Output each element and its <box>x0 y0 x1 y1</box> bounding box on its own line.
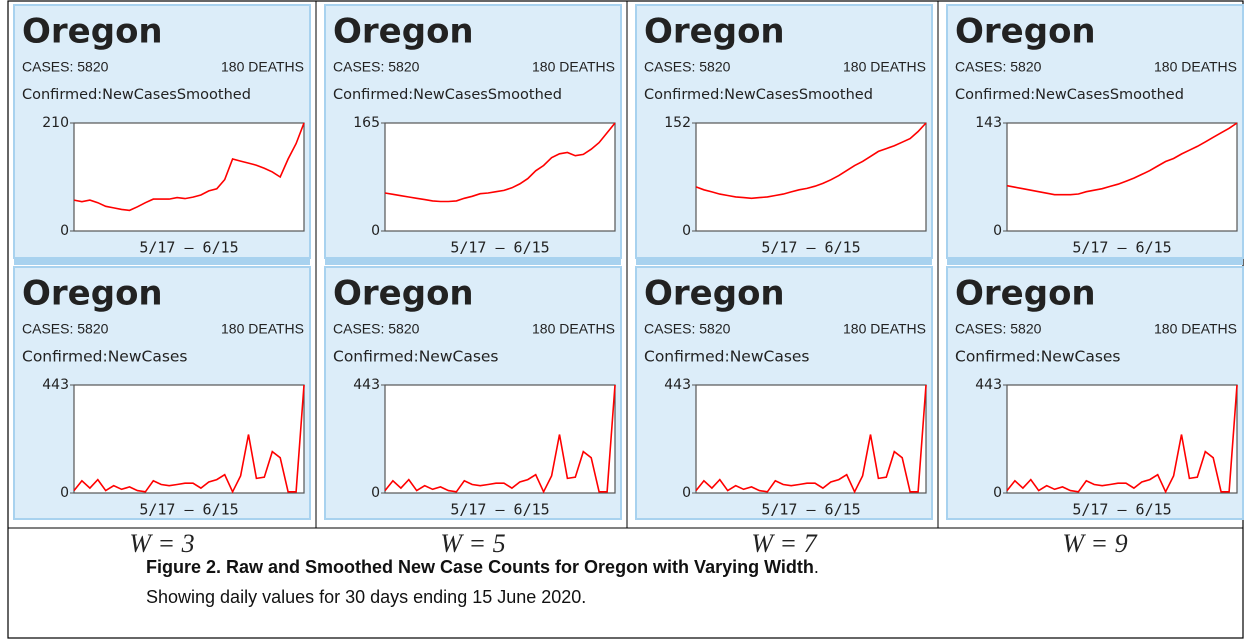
x-axis-label: 5/17 – 6/15 <box>139 239 238 257</box>
cases: CASES: 5820 <box>22 321 109 337</box>
cases: CASES: 5820 <box>644 59 731 75</box>
series-line <box>73 384 305 494</box>
metric: Confirmed:NewCasesSmoothed <box>644 87 873 103</box>
plot-frame <box>695 384 927 494</box>
plot-frame <box>1006 384 1238 494</box>
plot-frame <box>73 122 305 232</box>
deaths: 180 DEATHS <box>221 59 304 75</box>
y-tick-label: 210 <box>42 115 69 131</box>
y-tick-label: 0 <box>60 485 69 501</box>
panel-separator <box>14 258 310 265</box>
deaths: 180 DEATHS <box>843 321 926 337</box>
cases: CASES: 5820 <box>333 59 420 75</box>
panel-title: Oregon <box>22 274 163 314</box>
y-tick-label: 443 <box>975 377 1002 393</box>
plot-frame <box>1006 122 1238 232</box>
caption-text: . Showing daily values for 30 days endin… <box>146 557 819 607</box>
series-line <box>695 122 927 200</box>
x-axis-label: 5/17 – 6/15 <box>761 501 860 519</box>
plot-frame <box>384 122 616 232</box>
panel-label: W = 5 <box>440 529 505 558</box>
panel-title: Oregon <box>955 274 1096 314</box>
panel-separator <box>325 258 621 265</box>
panel-label: W = 3 <box>129 529 194 558</box>
metric: Confirmed:NewCases <box>644 348 810 366</box>
deaths: 180 DEATHS <box>532 59 615 75</box>
series-line <box>384 122 616 203</box>
cases: CASES: 5820 <box>644 321 731 337</box>
y-tick-label: 443 <box>353 377 380 393</box>
series-line <box>1006 122 1238 196</box>
series-line <box>1006 384 1238 494</box>
metric: Confirmed:NewCases <box>955 348 1121 366</box>
cases: CASES: 5820 <box>955 59 1042 75</box>
x-axis-label: 5/17 – 6/15 <box>450 501 549 519</box>
cases: CASES: 5820 <box>333 321 420 337</box>
x-axis-label: 5/17 – 6/15 <box>139 501 238 519</box>
y-tick-label: 0 <box>60 223 69 239</box>
y-tick-label: 0 <box>371 485 380 501</box>
x-axis-label: 5/17 – 6/15 <box>761 239 860 257</box>
x-axis-label: 5/17 – 6/15 <box>1072 239 1171 257</box>
metric: Confirmed:NewCases <box>333 348 499 366</box>
metric: Confirmed:NewCasesSmoothed <box>955 87 1184 103</box>
series-line <box>73 122 305 212</box>
cases: CASES: 5820 <box>22 59 109 75</box>
panel-title: Oregon <box>644 274 785 314</box>
panel-separator <box>947 258 1243 265</box>
x-axis-label: 5/17 – 6/15 <box>1072 501 1171 519</box>
deaths: 180 DEATHS <box>221 321 304 337</box>
panel-title: Oregon <box>955 12 1096 52</box>
panel-title: Oregon <box>644 12 785 52</box>
series-line <box>384 384 616 494</box>
plot-frame <box>73 384 305 494</box>
panel-separator <box>636 258 932 265</box>
y-tick-label: 0 <box>993 223 1002 239</box>
y-tick-label: 165 <box>353 115 380 131</box>
metric: Confirmed:NewCasesSmoothed <box>22 87 251 103</box>
deaths: 180 DEATHS <box>1154 321 1237 337</box>
y-tick-label: 0 <box>371 223 380 239</box>
y-tick-label: 0 <box>682 485 691 501</box>
y-tick-label: 0 <box>993 485 1002 501</box>
y-tick-label: 443 <box>664 377 691 393</box>
caption-title: Figure 2. Raw and Smoothed New Case Coun… <box>146 557 814 577</box>
deaths: 180 DEATHS <box>532 321 615 337</box>
plot-frame <box>384 384 616 494</box>
y-tick-label: 0 <box>682 223 691 239</box>
panel-title: Oregon <box>333 274 474 314</box>
deaths: 180 DEATHS <box>1154 59 1237 75</box>
series-line <box>695 384 927 494</box>
y-tick-label: 152 <box>664 115 691 131</box>
caption: Figure 2. Raw and Smoothed New Case Coun… <box>146 552 866 612</box>
y-tick-label: 443 <box>42 377 69 393</box>
panel-label: W = 7 <box>751 529 817 558</box>
x-axis-label: 5/17 – 6/15 <box>450 239 549 257</box>
deaths: 180 DEATHS <box>843 59 926 75</box>
plot-frame <box>695 122 927 232</box>
metric: Confirmed:NewCases <box>22 348 188 366</box>
metric: Confirmed:NewCasesSmoothed <box>333 87 562 103</box>
panel-title: Oregon <box>22 12 163 52</box>
panel-title: Oregon <box>333 12 474 52</box>
cases: CASES: 5820 <box>955 321 1042 337</box>
panel-label: W = 9 <box>1062 529 1127 558</box>
y-tick-label: 143 <box>975 115 1002 131</box>
